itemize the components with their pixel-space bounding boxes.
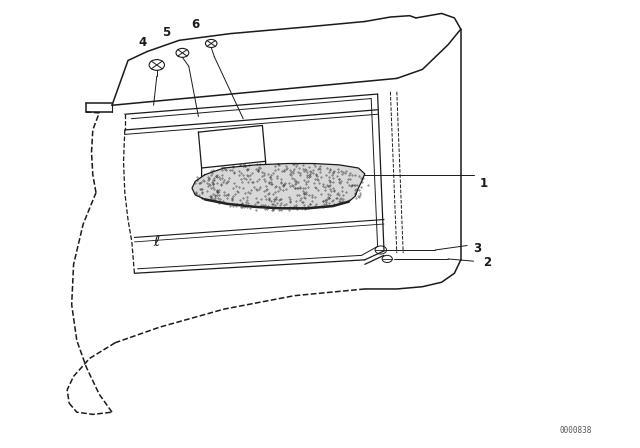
Polygon shape [192,164,365,208]
Text: 3: 3 [474,242,482,255]
Text: 6: 6 [191,18,199,31]
Text: $\ell$: $\ell$ [153,234,161,250]
Text: 2: 2 [483,255,492,269]
Text: 0000838: 0000838 [560,426,592,435]
Text: 5: 5 [163,26,170,39]
Text: 1: 1 [480,177,488,190]
Text: 4: 4 [138,36,146,49]
